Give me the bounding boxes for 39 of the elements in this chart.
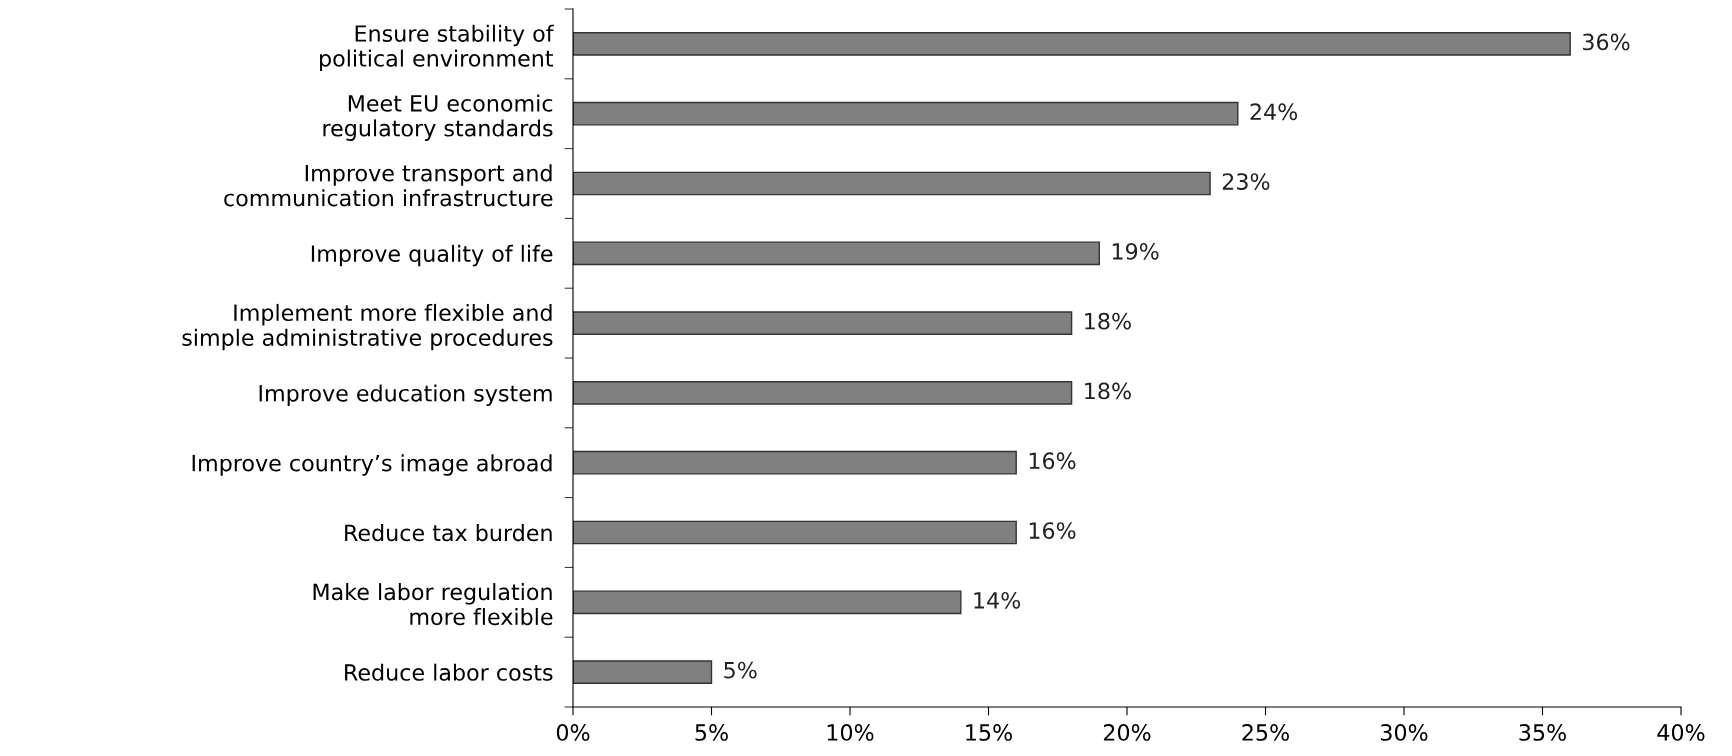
bar <box>573 32 1571 56</box>
y-tick-label: Improve country’s image abroad <box>192 454 552 476</box>
data-label: 18% <box>1085 312 1131 330</box>
y-tick-label: Implement more flexible and simple administrative procedures <box>182 303 553 351</box>
bar <box>573 101 1239 126</box>
x-tick-label: 10% <box>827 724 874 741</box>
y-tick-label: Make labor regulation more flexible <box>313 583 553 626</box>
y-tick-label: Improve quality of life <box>311 244 553 267</box>
x-tick-label: 40% <box>1657 724 1705 741</box>
bar <box>573 590 962 615</box>
bar <box>573 311 1073 335</box>
data-label: 5% <box>724 661 757 679</box>
x-tick-label: 15% <box>966 724 1012 741</box>
x-tick-label: 0% <box>556 724 590 741</box>
bar <box>573 660 713 684</box>
data-label: 19% <box>1112 242 1159 260</box>
data-label: 24% <box>1250 103 1298 121</box>
x-tick-label: 30% <box>1381 724 1428 741</box>
data-label: 36% <box>1583 33 1630 51</box>
y-tick-label: Improve transport and communication infrastructure <box>224 164 553 207</box>
bar <box>573 241 1100 266</box>
y-tick-label: Improve education system <box>259 384 552 406</box>
data-label: 23% <box>1222 173 1270 190</box>
y-tick-label: Meet EU economic regulatory standards <box>323 94 553 141</box>
bar <box>573 381 1073 405</box>
y-tick-label: Ensure stability of political environment <box>320 24 554 72</box>
bar <box>573 171 1211 196</box>
x-tick-label: 5% <box>695 724 728 741</box>
data-label: 18% <box>1085 382 1131 400</box>
bar <box>573 520 1017 545</box>
data-label: 14% <box>974 591 1021 609</box>
x-tick-label: 20% <box>1103 724 1151 741</box>
x-tick-label: 35% <box>1519 724 1566 741</box>
y-tick-label: Reduce tax burden <box>345 524 552 542</box>
bar <box>573 450 1017 475</box>
data-label: 16% <box>1029 452 1076 470</box>
x-tick-label: 25% <box>1242 724 1289 741</box>
y-tick-label: Reduce labor costs <box>345 663 553 681</box>
data-label: 16% <box>1029 522 1076 539</box>
